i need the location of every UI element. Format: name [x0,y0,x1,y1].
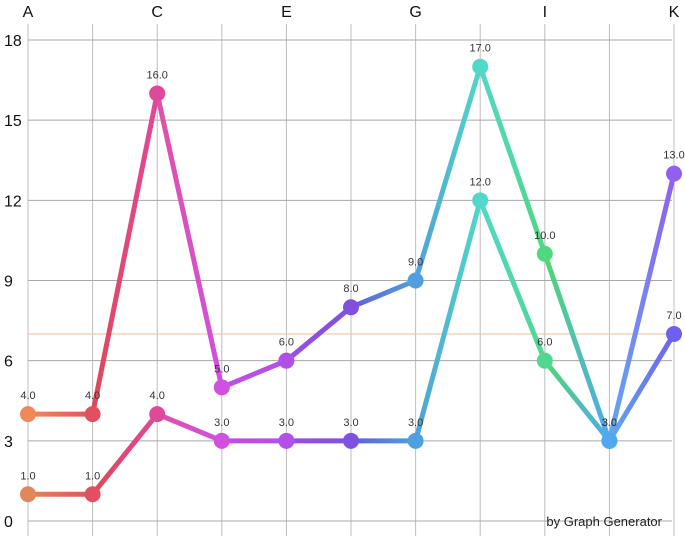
series-segment [542,251,612,444]
series-segment [154,90,225,390]
data-label: 12.0 [469,176,490,188]
data-label: 13.0 [663,150,684,162]
x-tick-label: K [669,4,680,21]
x-tick-label: I [543,4,547,21]
y-axis-ticks: 0 3 6 9 12 15 18 [4,33,22,531]
data-label: 4.0 [150,390,165,402]
series-segment [606,331,677,444]
series-segment [477,197,548,364]
data-label: 16.0 [146,69,167,81]
data-label: 3.0 [408,417,423,429]
grid [27,24,675,536]
data-point [278,352,295,369]
data-label: 6.0 [537,337,552,349]
data-point [601,432,618,449]
data-point [20,406,36,423]
data-point [149,85,166,102]
y-tick-label: 6 [4,354,13,371]
data-label: 8.0 [343,283,358,295]
data-point [407,432,424,449]
series-segment [606,171,677,444]
data-label: 3.0 [214,417,229,429]
data-label: 3.0 [279,417,294,429]
data-point [84,486,101,503]
series-segment [90,411,160,497]
data-label: 4.0 [85,390,100,402]
series-segment [90,90,160,417]
data-label: 3.0 [602,417,617,429]
data-point [536,245,553,262]
y-tick-label: 15 [4,113,22,130]
y-tick-label: 9 [4,274,13,291]
data-label: 5.0 [214,363,229,375]
data-point [278,432,295,449]
data-point [20,486,36,503]
y-tick-label: 18 [4,33,22,50]
data-point [407,272,424,289]
x-tick-label: C [151,4,163,21]
data-point [84,406,101,423]
series-segment [542,358,612,444]
series-segment [154,411,225,444]
data-labels: 4.0 4.0 16.0 5.0 6.0 8.0 9.0 17.0 10.0 3.0 13.0 1.0… [20,43,684,483]
data-point [536,352,553,369]
data-point [343,299,359,316]
series-lines [25,64,677,497]
x-tick-label: E [281,4,292,21]
y-tick-label: 12 [4,193,22,210]
y-tick-label: 3 [4,434,13,451]
data-label: 6.0 [279,337,294,349]
data-label: 10.0 [534,230,555,242]
data-point [213,432,230,449]
data-point [472,192,489,209]
data-point [666,165,682,182]
data-point [666,325,682,342]
data-label: 9.0 [408,257,423,269]
data-label: 1.0 [85,470,100,482]
y-tick-label: 0 [4,514,13,531]
series-segment [219,358,289,390]
x-tick-label: G [409,4,421,21]
data-label: 17.0 [469,43,490,55]
data-point [343,432,359,449]
data-label: 4.0 [20,390,35,402]
series-points [20,58,682,503]
data-label: 3.0 [602,417,617,429]
series-segment [413,197,483,444]
chart-credit: by Graph Generator [546,514,662,529]
data-point [213,379,230,396]
x-tick-label: A [23,4,34,21]
data-point [149,406,166,423]
series-segment [413,64,483,283]
data-label: 3.0 [343,417,358,429]
series-segment [348,278,419,310]
series-segment [283,304,354,364]
data-label: 1.0 [20,470,35,482]
series-segment [477,64,548,257]
data-point [472,58,489,75]
data-label: 7.0 [666,310,681,322]
